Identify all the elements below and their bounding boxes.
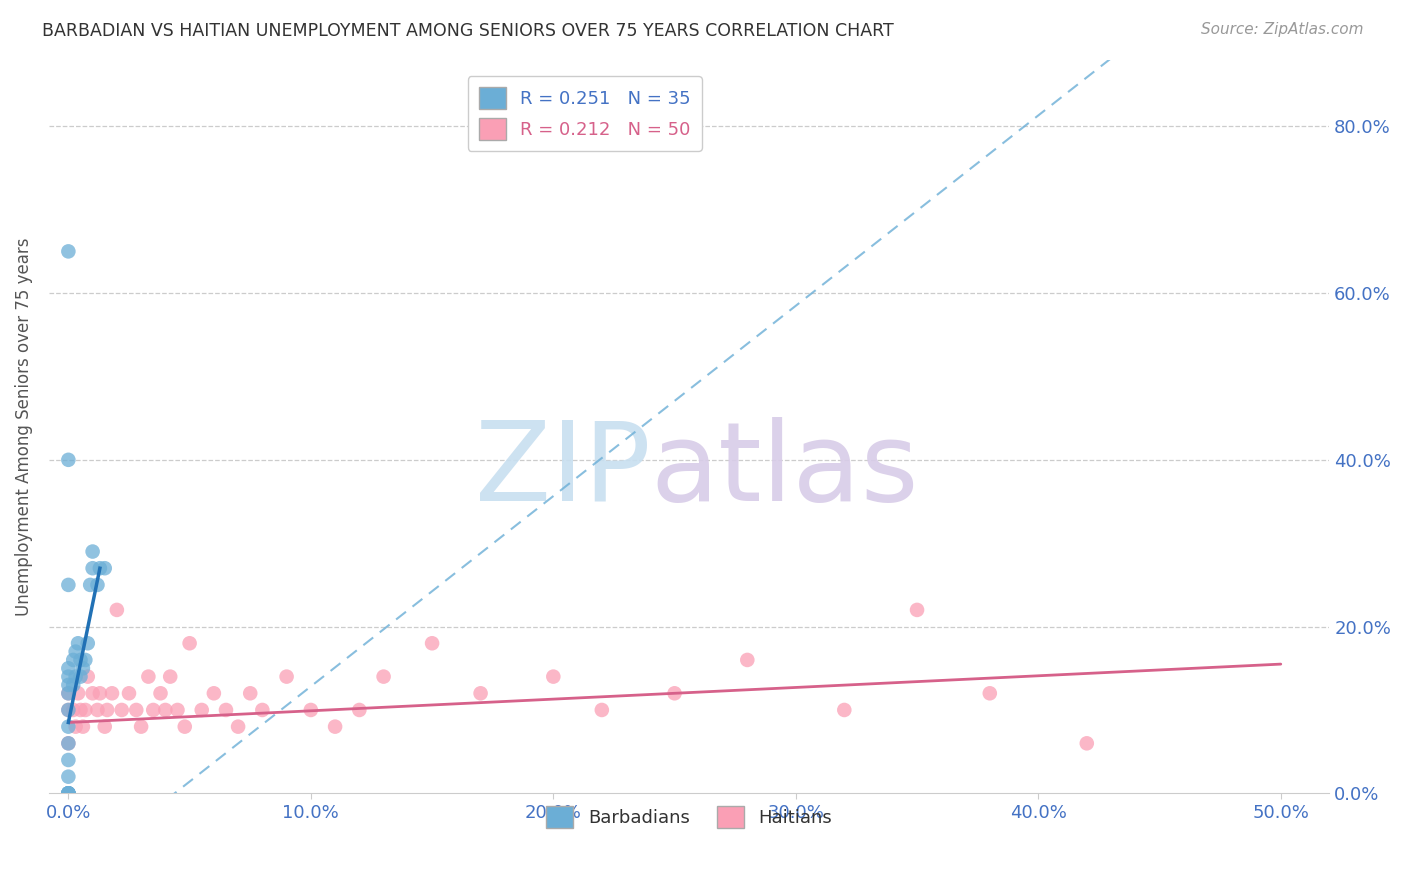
Point bbox=[834, 703, 856, 717]
Point bbox=[276, 670, 298, 684]
Point bbox=[202, 686, 225, 700]
Point bbox=[58, 753, 80, 767]
Point bbox=[58, 786, 80, 800]
Point bbox=[142, 703, 165, 717]
Text: ZIP: ZIP bbox=[475, 417, 651, 524]
Point bbox=[58, 770, 80, 784]
Point bbox=[58, 686, 80, 700]
Point bbox=[58, 661, 80, 675]
Point bbox=[591, 703, 613, 717]
Point bbox=[470, 686, 492, 700]
Point bbox=[155, 703, 177, 717]
Point bbox=[543, 670, 565, 684]
Point bbox=[101, 686, 124, 700]
Point bbox=[58, 578, 80, 592]
Point bbox=[252, 703, 274, 717]
Point bbox=[166, 703, 188, 717]
Point bbox=[75, 703, 97, 717]
Point bbox=[58, 786, 80, 800]
Point bbox=[159, 670, 181, 684]
Point bbox=[58, 736, 80, 750]
Point bbox=[905, 603, 928, 617]
Legend: Barbadians, Haitians: Barbadians, Haitians bbox=[538, 799, 839, 836]
Point bbox=[737, 653, 759, 667]
Point bbox=[299, 703, 322, 717]
Point bbox=[105, 603, 128, 617]
Point bbox=[82, 561, 104, 575]
Point bbox=[118, 686, 141, 700]
Point bbox=[69, 703, 91, 717]
Point bbox=[82, 686, 104, 700]
Point bbox=[58, 736, 80, 750]
Point bbox=[125, 703, 148, 717]
Point bbox=[420, 636, 443, 650]
Point bbox=[65, 670, 87, 684]
Point bbox=[349, 703, 371, 717]
Point bbox=[58, 786, 80, 800]
Point bbox=[79, 578, 101, 592]
Point bbox=[76, 670, 98, 684]
Point bbox=[58, 453, 80, 467]
Point bbox=[89, 686, 111, 700]
Point bbox=[65, 720, 87, 734]
Point bbox=[65, 644, 87, 658]
Point bbox=[58, 703, 80, 717]
Point bbox=[173, 720, 195, 734]
Point bbox=[58, 686, 80, 700]
Point bbox=[111, 703, 134, 717]
Point bbox=[89, 561, 111, 575]
Point bbox=[62, 653, 84, 667]
Point bbox=[149, 686, 172, 700]
Point bbox=[86, 703, 108, 717]
Point bbox=[58, 786, 80, 800]
Point bbox=[62, 678, 84, 692]
Point bbox=[69, 653, 91, 667]
Y-axis label: Unemployment Among Seniors over 75 years: Unemployment Among Seniors over 75 years bbox=[15, 237, 32, 615]
Point bbox=[226, 720, 249, 734]
Point bbox=[239, 686, 262, 700]
Point bbox=[58, 786, 80, 800]
Point bbox=[323, 720, 346, 734]
Text: atlas: atlas bbox=[651, 417, 920, 524]
Point bbox=[58, 720, 80, 734]
Point bbox=[373, 670, 395, 684]
Point bbox=[664, 686, 686, 700]
Point bbox=[129, 720, 152, 734]
Point bbox=[69, 670, 91, 684]
Point bbox=[58, 786, 80, 800]
Point bbox=[190, 703, 212, 717]
Point bbox=[76, 636, 98, 650]
Point bbox=[93, 720, 115, 734]
Point bbox=[979, 686, 1001, 700]
Point bbox=[215, 703, 238, 717]
Point bbox=[58, 670, 80, 684]
Point bbox=[138, 670, 160, 684]
Point bbox=[75, 653, 97, 667]
Point bbox=[82, 544, 104, 558]
Point bbox=[58, 244, 80, 259]
Point bbox=[67, 686, 90, 700]
Point bbox=[58, 703, 80, 717]
Point bbox=[72, 661, 94, 675]
Point bbox=[1076, 736, 1098, 750]
Point bbox=[67, 636, 90, 650]
Text: BARBADIAN VS HAITIAN UNEMPLOYMENT AMONG SENIORS OVER 75 YEARS CORRELATION CHART: BARBADIAN VS HAITIAN UNEMPLOYMENT AMONG … bbox=[42, 22, 894, 40]
Point bbox=[93, 561, 115, 575]
Point bbox=[86, 578, 108, 592]
Point bbox=[58, 678, 80, 692]
Text: Source: ZipAtlas.com: Source: ZipAtlas.com bbox=[1201, 22, 1364, 37]
Point bbox=[72, 720, 94, 734]
Point bbox=[58, 786, 80, 800]
Point bbox=[62, 703, 84, 717]
Point bbox=[179, 636, 201, 650]
Point bbox=[96, 703, 118, 717]
